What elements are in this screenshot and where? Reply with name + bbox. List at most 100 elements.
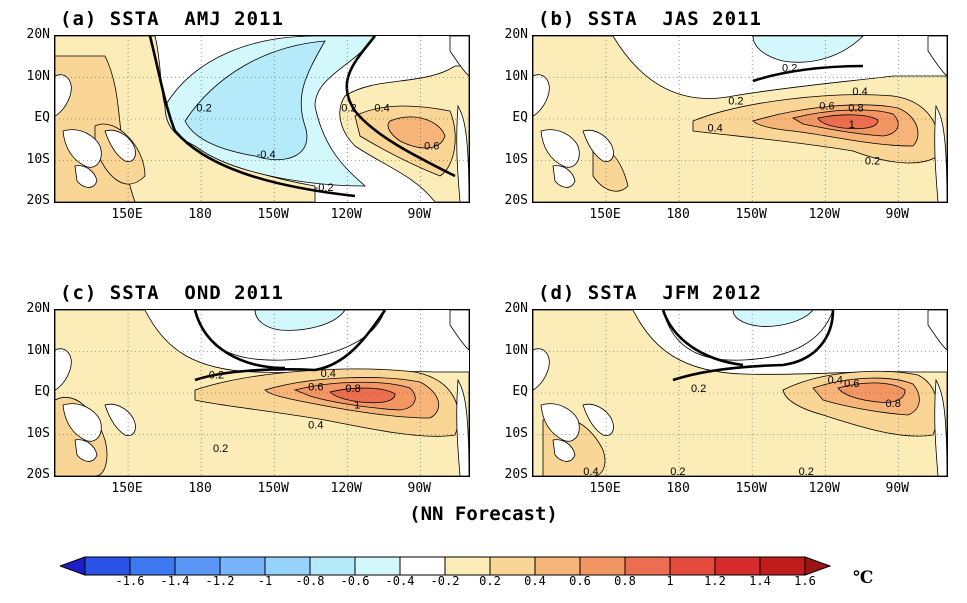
latitude-label: EQ: [34, 384, 50, 399]
land-coastline: [456, 104, 469, 202]
contour-label: -0.4: [257, 149, 276, 161]
contour-label: 0.2: [209, 370, 224, 382]
contour-label: 0.4: [374, 102, 389, 114]
colorbar-swatch: [129, 556, 176, 576]
longitude-label: 180: [666, 207, 690, 222]
land-coastline: [540, 129, 580, 168]
colorbar-swatch: [489, 556, 536, 576]
colorbar-swatch: [759, 556, 806, 576]
longitude-label: 150E: [589, 207, 621, 222]
colorbar-swatch: [669, 556, 716, 576]
contour-label: 1: [849, 119, 855, 131]
latitude-label: 10S: [504, 425, 528, 441]
longitude-label: 120W: [808, 481, 840, 496]
latitude-label: 10S: [504, 151, 528, 167]
colorbar-swatch: [354, 556, 401, 576]
zero-contour: [148, 36, 356, 198]
zero-contour: [661, 310, 744, 367]
anomaly-region: [732, 310, 814, 327]
contour-label: 0.6: [844, 378, 859, 390]
latitude-label: 10N: [504, 342, 528, 358]
colorbar-extend-high: [804, 556, 832, 576]
contour-label: 0.4: [583, 466, 598, 476]
colorbar-tick-label: -0.4: [385, 574, 415, 588]
longitude-label: 90W: [885, 481, 910, 496]
colorbar-swatch: [309, 556, 356, 576]
contour-label: 0.2: [341, 102, 356, 114]
contour-label: 0.2: [865, 156, 880, 168]
colorbar-extend-low: [60, 556, 86, 576]
land-coastline: [62, 403, 102, 442]
contour-label: 0.2: [196, 102, 211, 114]
colorbar-swatch: [84, 556, 131, 576]
longitude-label: 90W: [407, 207, 432, 222]
latitude-label: 20S: [26, 193, 50, 208]
contour-label: 1: [354, 400, 360, 412]
land-coastline: [55, 348, 72, 391]
contour-label: 0.2: [691, 383, 706, 395]
colorbar-unit: ℃: [853, 568, 874, 588]
longitude-label: 150E: [589, 481, 621, 496]
land-coastline: [582, 403, 614, 437]
zero-contour: [193, 310, 286, 370]
latitude-label: 10N: [26, 342, 50, 358]
latitude-label: 10S: [26, 425, 50, 441]
panel-title: (a) SSTA AMJ 2011: [60, 8, 284, 30]
contour-label: 0.2: [728, 96, 743, 108]
land-coastline: [533, 74, 550, 117]
contour-label: 0.6: [308, 381, 323, 393]
latitude-label: 20N: [26, 301, 50, 316]
zero-contour: [672, 310, 835, 382]
anomaly-region: [387, 116, 446, 149]
land-coastline: [456, 378, 469, 476]
colorbar-swatch: [399, 556, 446, 576]
latitude-label: 20N: [26, 27, 50, 42]
land-coastline: [74, 165, 98, 188]
panel-title: (b) SSTA JAS 2011: [538, 8, 762, 30]
land-coastline: [934, 378, 947, 476]
colorbar-swatch: [579, 556, 626, 576]
latitude-label: EQ: [34, 110, 50, 125]
longitude-label: 120W: [330, 481, 362, 496]
land-coastline: [55, 74, 72, 117]
colorbar-tick-label: 1.6: [794, 574, 816, 588]
longitude-label: 120W: [330, 207, 362, 222]
longitude-label: 180: [188, 481, 212, 496]
colorbar-swatch: [174, 556, 221, 576]
longitude-label: 180: [188, 207, 212, 222]
panel-title: (c) SSTA OND 2011: [60, 282, 284, 304]
latitude-label: 10N: [504, 68, 528, 84]
land-coastline: [74, 439, 98, 462]
latitude-label: 20N: [504, 27, 528, 42]
colorbar-swatch: [534, 556, 581, 576]
longitude-label: 180: [666, 481, 690, 496]
zero-contour: [345, 36, 456, 178]
colorbar-swatch: [264, 556, 311, 576]
contour-label: 0.2: [213, 443, 228, 455]
anomaly-region: [254, 310, 346, 331]
contour-label: 0.4: [708, 122, 723, 134]
contour-label: 0.4: [852, 86, 867, 98]
longitude-label: 150W: [735, 207, 767, 222]
colorbar-tick-label: 0.8: [614, 574, 636, 588]
colorbar-swatch: [624, 556, 671, 576]
anomaly-region: [817, 114, 879, 130]
latitude-label: 20N: [504, 301, 528, 316]
colorbar-tick-label: 0.4: [524, 574, 546, 588]
land-coastline: [104, 129, 136, 163]
land-coastline: [449, 310, 469, 351]
colorbar-swatch: [219, 556, 266, 576]
land-coastline: [449, 36, 469, 77]
panel-title: (d) SSTA JFM 2012: [538, 282, 762, 304]
colorbar-tick-label: 0.2: [479, 574, 501, 588]
anomaly-region: [184, 40, 326, 160]
longitude-label: 150E: [111, 207, 143, 222]
longitude-label: 150W: [735, 481, 767, 496]
anomaly-region: [329, 387, 396, 404]
land-coastline: [104, 403, 136, 437]
colorbar-tick-label: 0.6: [569, 574, 591, 588]
land-coastline: [540, 403, 580, 442]
colorbar-tick-label: -1.2: [205, 574, 235, 588]
sst-anomaly-map: 0.2 0.4 0.6 0.8 1 0.4 0.2: [54, 309, 470, 477]
sst-anomaly-map: 0.2 0.2 0.4 0.6 0.8 1 0.4 0.2: [532, 35, 948, 203]
